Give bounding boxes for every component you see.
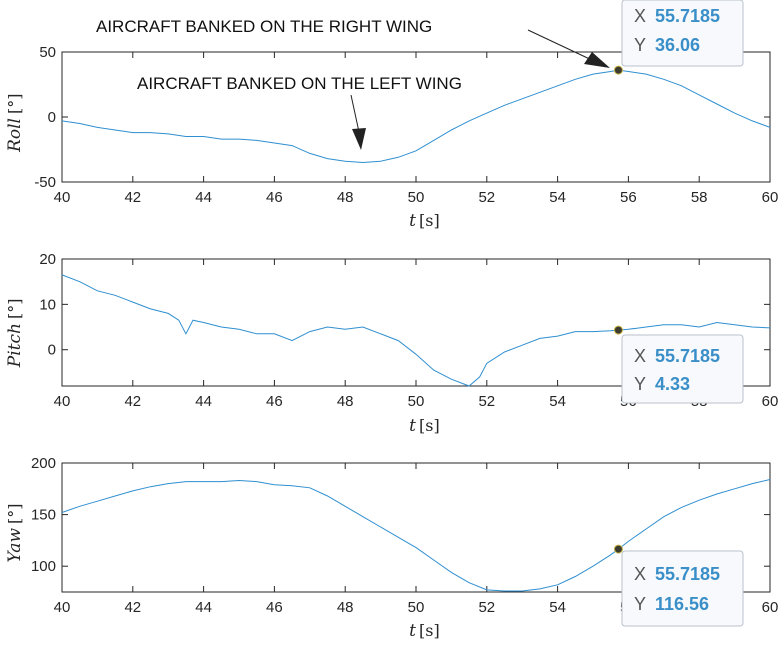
roll-y-axis-label-group: Roll [°] [5,94,25,153]
roll-datatip-y-key: Y [634,35,646,55]
pitch-series-line [61,274,771,387]
yaw-y-tick-label: 150 [31,507,56,524]
yaw-datatip-y-key: Y [634,594,646,614]
roll-y-tick-label: 50 [39,44,56,61]
yaw-x-tick-label: 42 [124,599,141,616]
yaw-datatip-marker[interactable] [613,544,623,554]
pitch-y-tick-label: 20 [39,251,56,268]
pitch-y-tick-label: 0 [48,342,56,359]
yaw-y-axis-label-group: Yaw [°] [5,504,25,563]
pitch-x-label-name: t [409,416,416,436]
pitch-datatip-y-key: Y [634,374,646,394]
roll-x-tick-label: 54 [549,189,566,206]
yaw-datatip-x-value: 55.7185 [655,564,720,584]
yaw-y-axis-label: Yaw [5,528,25,563]
yaw-datatip-box [621,550,744,627]
yaw-x-tick-label: 48 [337,599,354,616]
yaw-series-line [61,479,771,592]
roll-datatip[interactable]: X 55.7185 Y 36.06 [621,0,744,67]
annotation-left-wing: AIRCRAFT BANKED ON THE LEFT WING [137,74,462,93]
pitch-datatip-x-key: X [634,346,646,366]
pitch-y-axis-unit: [°] [5,299,24,319]
roll-x-label-name: t [409,211,416,231]
pitch-x-tick-label: 44 [195,393,212,410]
roll-y-ticks: -50 0 50 [34,44,770,191]
roll-x-tick-label: 58 [691,189,708,206]
pitch-y-tick-label: 10 [39,296,56,313]
pitch-x-tick-label: 54 [549,393,566,410]
roll-x-tick-label: 50 [408,189,425,206]
pitch-x-tick-label: 60 [762,393,779,410]
roll-x-axis-label: t [409,211,416,231]
roll-y-tick-label: -50 [34,174,56,191]
roll-datatip-x-key: X [634,6,646,26]
annotation-left-wing-arrow [350,94,360,133]
pitch-x-tick-label: 48 [337,393,354,410]
roll-y-axis-label: Roll [5,118,25,153]
pitch-x-tick-label: 40 [54,393,71,410]
roll-x-axis-unit: [s] [419,211,440,230]
roll-x-tick-label: 42 [124,189,141,206]
yaw-y-ticks: 100 150 200 [31,455,770,575]
pitch-datatip-box [621,334,744,404]
yaw-x-tick-label: 46 [266,599,283,616]
yaw-x-axis-label: t [409,621,416,641]
roll-x-tick-label: 46 [266,189,283,206]
roll-plot-area [61,51,771,183]
yaw-x-tick-label: 40 [54,599,71,616]
annotation-right-wing-arrow [527,29,597,63]
yaw-x-tick-label: 44 [195,599,212,616]
yaw-x-tick-label: 52 [478,599,495,616]
roll-x-tick-label: 60 [762,189,779,206]
roll-datatip-x-value: 55.7185 [655,6,720,26]
roll-y-tick-label: 0 [48,109,56,126]
yaw-y-tick-label: 200 [31,455,56,472]
pitch-datatip[interactable]: X 55.7185 Y 4.33 [621,334,744,404]
pitch-x-axis-label: t [409,416,416,436]
roll-x-tick-label: 44 [195,189,212,206]
annotation-right-wing: AIRCRAFT BANKED ON THE RIGHT WING [96,17,432,36]
pitch-datatip-marker[interactable] [613,325,623,335]
roll-y-axis-unit: [°] [5,94,24,114]
pitch-x-tick-label: 50 [408,393,425,410]
roll-datatip-marker[interactable] [613,65,623,75]
yaw-x-tick-label: 60 [762,599,779,616]
yaw-x-axis-unit: [s] [419,621,440,640]
yaw-x-tick-label: 50 [408,599,425,616]
annotation-left-wing-arrowhead [352,128,366,150]
yaw-y-axis-unit: [°] [5,504,24,524]
roll-series-line [61,69,771,164]
roll-x-tick-label: 56 [620,189,637,206]
roll-datatip-y-value: 36.06 [655,35,700,55]
annotation-right-wing-arrowhead [584,52,610,68]
yaw-datatip[interactable]: X 55.7185 Y 116.56 [621,550,744,627]
pitch-x-tick-label: 42 [124,393,141,410]
pitch-x-tick-label: 46 [266,393,283,410]
yaw-y-tick-label: 100 [31,558,56,575]
roll-x-tick-label: 40 [54,189,71,206]
yaw-datatip-x-key: X [634,564,646,584]
pitch-datatip-x-value: 55.7185 [655,346,720,366]
pitch-datatip-y-value: 4.33 [655,374,690,394]
pitch-y-axis-label-group: Pitch [°] [5,299,25,369]
pitch-x-tick-label: 52 [478,393,495,410]
roll-x-tick-label: 48 [337,189,354,206]
yaw-x-tick-label: 54 [549,599,566,616]
roll-datatip-box [621,0,744,67]
pitch-y-axis-label: Pitch [5,323,25,368]
pitch-x-axis-unit: [s] [419,416,440,435]
yaw-datatip-y-value: 116.56 [655,594,709,614]
pitch-y-ticks: 0 10 20 [39,251,770,359]
roll-axes: -50 0 50 40 42 44 46 48 50 52 54 56 58 60 t [s] Roll… [5,0,778,231]
yaw-x-label-name: t [409,621,416,641]
roll-x-tick-label: 52 [478,189,495,206]
roll-x-ticks: 40 42 44 46 48 50 52 54 56 58 60 [54,52,779,206]
